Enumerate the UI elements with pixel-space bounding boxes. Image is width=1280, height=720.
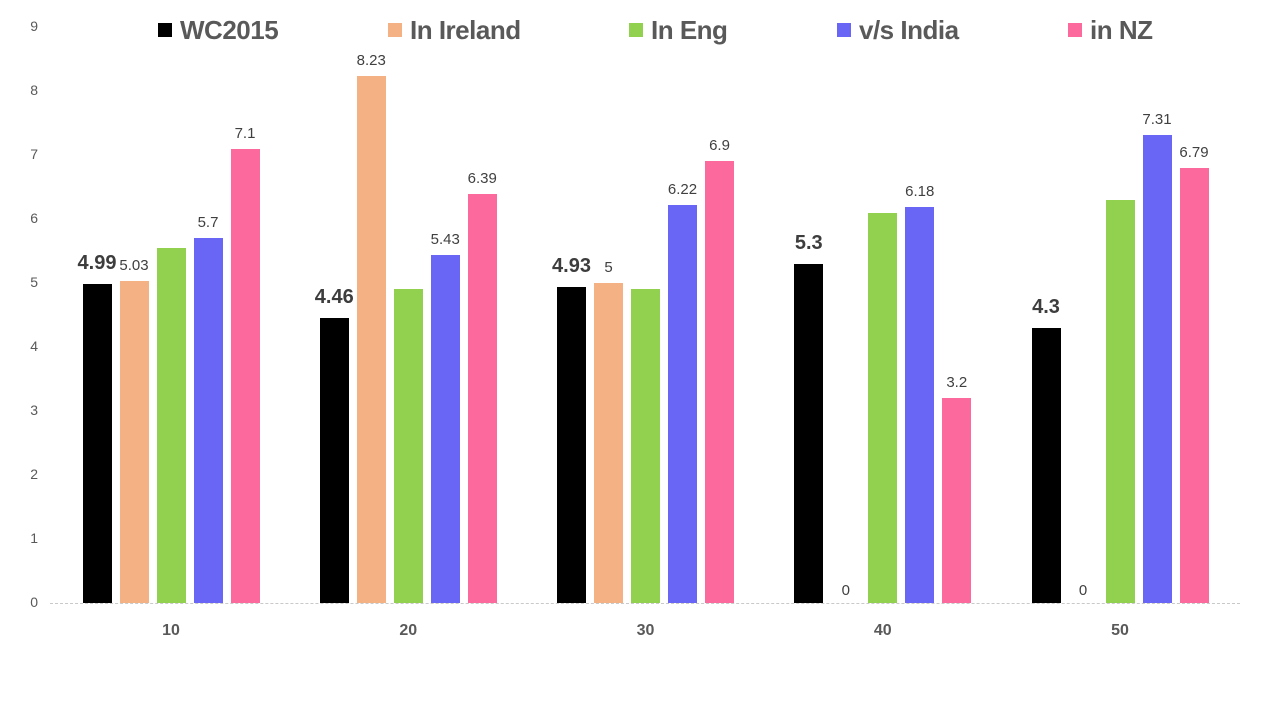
bar-in-nz-10	[230, 148, 260, 603]
bar-wc2015-50	[1031, 327, 1061, 603]
data-label-wc2015-50: 4.3	[1032, 295, 1060, 318]
bar-v-s-india-30	[668, 204, 697, 603]
data-label-wc2015-40: 5.3	[794, 231, 823, 254]
bar-in-ireland-10	[119, 281, 149, 603]
legend-item-in-eng: In Eng	[629, 13, 728, 47]
x-axis-category-label: 40	[873, 622, 892, 639]
bar-v-s-india-20	[430, 255, 460, 603]
data-label-v-s-india-40: 6.18	[905, 183, 935, 201]
legend-item-v-s-india: v/s India	[837, 13, 959, 47]
data-label-v-s-india-50: 7.31	[1142, 111, 1172, 129]
x-axis-line	[50, 603, 1240, 604]
legend-label-in-eng: In Eng	[651, 14, 728, 45]
legend-swatch-icon	[837, 23, 851, 37]
data-label-in-nz-50: 6.79	[1179, 144, 1209, 162]
data-label-in-ireland-40: 0	[841, 582, 850, 599]
bar-wc2015-30	[557, 287, 586, 603]
data-label-in-nz-10: 7.1	[234, 124, 256, 142]
data-label-in-ireland-30: 5	[604, 259, 613, 276]
legend-label-in-ireland: In Ireland	[410, 14, 521, 45]
data-label-v-s-india-30: 6.22	[667, 180, 698, 198]
data-label-wc2015-20: 4.46	[314, 285, 354, 308]
data-label-v-s-india-20: 5.43	[430, 231, 460, 249]
bar-in-eng-50	[1105, 199, 1135, 603]
data-label-in-nz-40: 3.2	[946, 374, 968, 392]
data-label-in-ireland-10: 5.03	[119, 257, 149, 275]
bar-v-s-india-10	[193, 238, 223, 603]
y-axis-tick-label: 8	[30, 82, 38, 98]
x-axis-category-label: 20	[399, 622, 418, 639]
bar-v-s-india-40	[905, 207, 935, 603]
legend-swatch-icon	[1068, 23, 1082, 37]
bar-in-eng-30	[631, 289, 660, 603]
bar-wc2015-20	[319, 317, 349, 603]
data-label-in-ireland-50: 0	[1078, 582, 1088, 599]
bar-v-s-india-50	[1142, 135, 1172, 603]
data-label-in-ireland-20: 8.23	[356, 52, 386, 70]
bar-in-nz-50	[1179, 168, 1209, 603]
y-axis-tick-label: 6	[30, 210, 38, 226]
bar-in-ireland-30	[594, 283, 623, 603]
y-axis-tick-label: 9	[30, 18, 38, 34]
x-axis-category-label: 10	[162, 622, 180, 639]
y-axis-tick-label: 7	[30, 146, 38, 162]
legend-item-wc2015: WC2015	[158, 13, 279, 47]
bar-in-ireland-20	[356, 76, 386, 603]
legend-label-in-nz: in NZ	[1090, 14, 1153, 45]
y-axis-tick-label: 0	[30, 594, 38, 610]
legend-item-in-nz: in NZ	[1068, 13, 1153, 47]
data-label-in-nz-20: 6.39	[467, 170, 497, 188]
y-axis-tick-label: 5	[30, 274, 38, 290]
legend-label-v-s-india: v/s India	[859, 14, 959, 45]
x-axis-category-label: 30	[636, 622, 655, 639]
bar-wc2015-40	[794, 263, 824, 603]
y-axis-tick-label: 2	[30, 466, 38, 482]
y-axis-tick-label: 1	[30, 530, 38, 546]
legend-swatch-icon	[629, 23, 643, 37]
legend-swatch-icon	[158, 23, 172, 37]
data-label-in-nz-30: 6.9	[709, 137, 730, 155]
legend-label-wc2015: WC2015	[180, 14, 279, 45]
bar-in-eng-10	[156, 247, 186, 603]
bar-in-eng-20	[393, 289, 423, 603]
data-label-wc2015-10: 4.99	[77, 251, 117, 274]
y-axis-tick-label: 4	[30, 338, 38, 354]
legend-swatch-icon	[388, 23, 402, 37]
legend-item-in-ireland: In Ireland	[388, 13, 521, 47]
data-label-v-s-india-10: 5.7	[197, 214, 219, 232]
bar-in-nz-40	[942, 398, 972, 603]
y-axis-tick-label: 3	[30, 402, 38, 418]
bar-in-nz-30	[705, 161, 734, 603]
bar-in-eng-40	[868, 212, 898, 603]
x-axis-category-label: 50	[1111, 622, 1129, 639]
bar-wc2015-10	[82, 283, 112, 603]
data-label-wc2015-30: 4.93	[552, 255, 591, 278]
bar-in-nz-20	[467, 194, 497, 603]
